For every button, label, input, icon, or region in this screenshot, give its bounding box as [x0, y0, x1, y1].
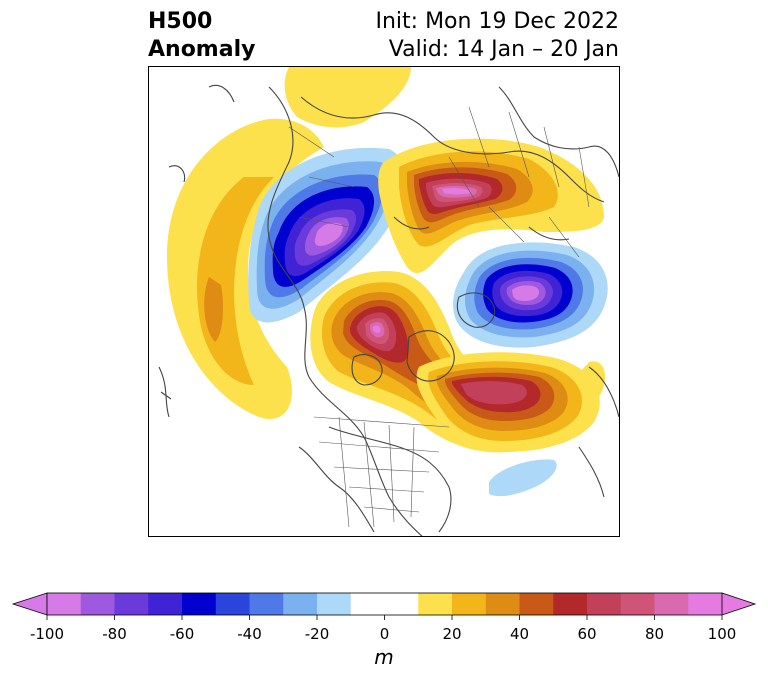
colorbar-segment	[688, 593, 723, 615]
colorbar-segment	[283, 593, 318, 615]
title-valid-range: Valid: 14 Jan – 20 Jan	[388, 37, 619, 62]
positive-anomaly-asia	[284, 67, 411, 128]
colorbar-segment	[47, 593, 82, 615]
plot-title-right: Init: Mon 19 Dec 2022 Valid: 14 Jan – 20…	[376, 8, 620, 64]
title-init-date: Init: Mon 19 Dec 2022	[375, 9, 620, 34]
positive-anomaly-pacific	[167, 118, 324, 419]
colorbar-tick-label: 80	[645, 625, 664, 643]
coastlines	[158, 84, 619, 536]
colorbar-tick-label: 100	[708, 625, 737, 643]
colorbar-segment	[80, 593, 115, 615]
colorbar-tick-label: 0	[380, 625, 390, 643]
colorbar-tick-label: -20	[305, 625, 330, 643]
colorbar-segment	[418, 593, 453, 615]
colorbar-segment	[452, 593, 487, 615]
colorbar-segment	[620, 593, 655, 615]
positive-anomaly-atlantic	[416, 352, 600, 452]
colorbar-segment	[485, 593, 520, 615]
colorbar-tick-label: -80	[102, 625, 127, 643]
colorbar: -100 -80 -60 -40 -20 0 20 40 60 80 100	[0, 585, 768, 684]
negative-anomaly-small	[489, 459, 557, 497]
colorbar-segment	[317, 593, 352, 615]
colorbar-segment	[654, 593, 689, 615]
positive-anomaly-north	[378, 138, 604, 274]
colorbar-tick-label: -60	[170, 625, 195, 643]
colorbar-tick-label: -40	[237, 625, 262, 643]
colorbar-segment	[182, 593, 217, 615]
plot-title-left: H500 Anomaly	[148, 8, 255, 64]
colorbar-segment	[553, 593, 588, 615]
colorbar-segment	[587, 593, 622, 615]
anomaly-map-svg	[158, 67, 619, 536]
title-field: Anomaly	[148, 37, 256, 62]
colorbar-tick-label: 20	[442, 625, 461, 643]
colorbar-under-arrow	[11, 592, 48, 616]
colorbar-segment	[215, 593, 250, 615]
negative-anomaly-east	[453, 242, 608, 348]
positive-anomaly-pacific-3	[204, 277, 223, 342]
colorbar-tick-label: 60	[577, 625, 596, 643]
anomaly-map	[148, 66, 620, 537]
anomaly-fills	[167, 67, 608, 497]
colorbar-segment	[249, 593, 284, 615]
borders	[288, 106, 590, 528]
colorbar-tick-label: -100	[30, 625, 64, 643]
negative-anomaly-west	[248, 147, 405, 323]
colorbar-unit-label: m	[374, 645, 394, 669]
colorbar-over-arrow	[721, 592, 757, 616]
colorbar-tick-label: 40	[510, 625, 529, 643]
colorbar-segment	[350, 593, 419, 615]
title-variable: H500	[148, 9, 213, 34]
colorbar-svg: -100 -80 -60 -40 -20 0 20 40 60 80 100	[11, 592, 757, 643]
colorbar-segment	[148, 593, 183, 615]
colorbar-segment	[114, 593, 149, 615]
colorbar-segment	[519, 593, 554, 615]
